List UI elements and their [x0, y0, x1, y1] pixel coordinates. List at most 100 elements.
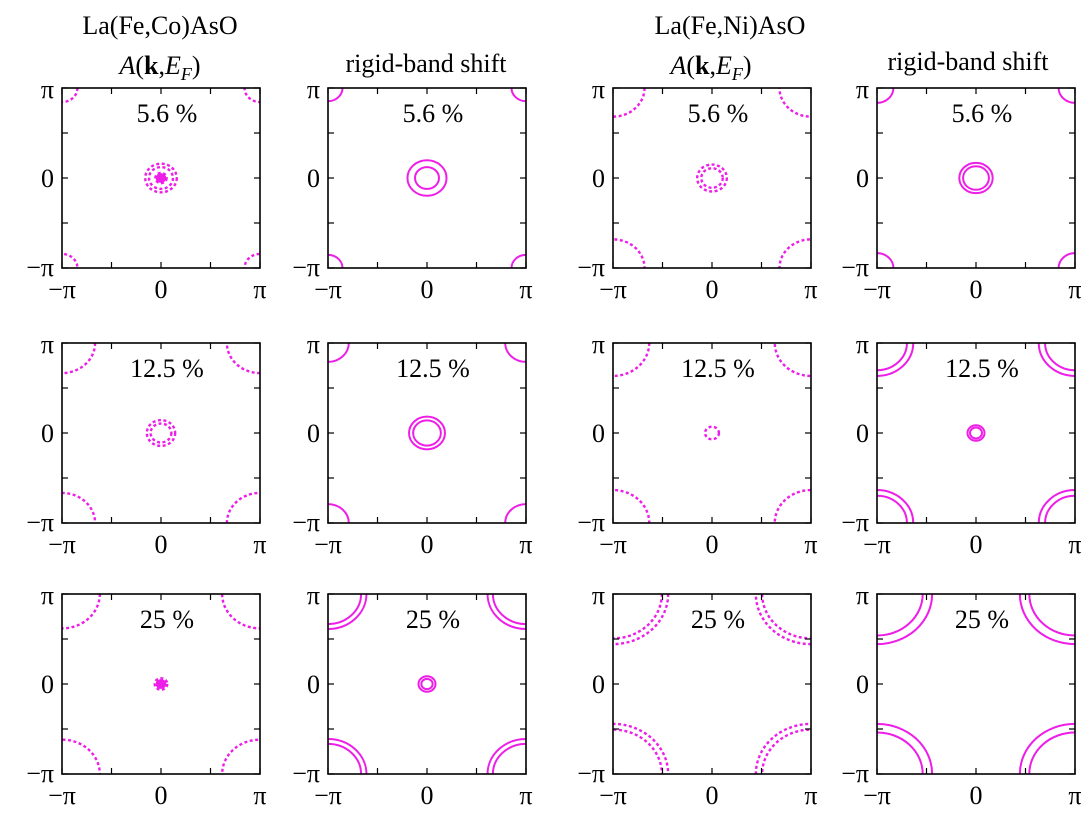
x-tick-label: 0 [706, 275, 719, 304]
y-tick-label: π [592, 75, 605, 104]
y-tick-label: π [307, 330, 320, 359]
y-tick-label: 0 [856, 419, 869, 448]
x-tick-label: π [804, 275, 817, 304]
x-tick-label: 0 [421, 781, 434, 810]
y-tick-label: −π [26, 759, 54, 788]
gamma-pocket [408, 415, 446, 451]
x-tick-label: −π [863, 530, 891, 559]
x-tick-label: −π [48, 781, 76, 810]
doping-label: 25 % [955, 605, 1009, 634]
y-tick-label: −π [841, 508, 869, 537]
panel-grid: π0−π−π 0 π5.6 %π0−π−π 0 π5.6 %π0−π−π 0 π5.6 %π… [26, 75, 1081, 810]
fermi-panel: π 0 −π−π 0 π 12.5 % [26, 330, 266, 559]
gamma-pocket [154, 171, 168, 185]
doping-label: 5.6 % [403, 99, 464, 128]
fermi-panel: π 0 −π−π 0 π 5.6 % [841, 75, 1081, 304]
x-tick-label: π [253, 781, 266, 810]
y-tick-label: 0 [856, 164, 869, 193]
doping-label: 5.6 % [688, 99, 749, 128]
gamma-pocket [962, 165, 990, 191]
x-tick-label: π [1068, 781, 1081, 810]
x-tick-label: 0 [155, 530, 168, 559]
x-tick-label: 0 [155, 275, 168, 304]
x-tick-label: −π [314, 275, 342, 304]
x-tick-label: 0 [970, 781, 983, 810]
x-tick-label: π [1068, 275, 1081, 304]
y-tick-label: 0 [307, 419, 320, 448]
x-tick-label: π [253, 275, 266, 304]
y-tick-label: π [307, 75, 320, 104]
fermi-panel: π 0 −π−π 0 π 5.6 % [292, 75, 532, 304]
x-tick-label: 0 [706, 781, 719, 810]
gamma-pocket [695, 163, 729, 193]
gamma-pocket [144, 162, 178, 194]
x-tick-label: −π [599, 530, 627, 559]
doping-label: 5.6 % [952, 99, 1013, 128]
y-tick-label: π [592, 330, 605, 359]
gamma-pocket [969, 426, 983, 440]
y-tick-label: −π [577, 508, 605, 537]
y-tick-label: −π [292, 253, 320, 282]
fermi-panel: π 0 −π−π 0 π 25 % [292, 581, 532, 810]
x-tick-label: −π [48, 275, 76, 304]
gamma-core [155, 173, 167, 183]
y-tick-label: π [856, 330, 869, 359]
x-tick-label: π [804, 530, 817, 559]
gamma-pocket [703, 425, 721, 441]
x-tick-label: −π [314, 781, 342, 810]
gamma-pocket [149, 422, 173, 444]
doping-label: 25 % [140, 605, 194, 634]
x-tick-label: 0 [155, 781, 168, 810]
group-title-co: La(Fe,Co)AsO [82, 11, 237, 40]
x-tick-label: 0 [970, 275, 983, 304]
x-tick-label: −π [314, 530, 342, 559]
column-header-akef-ni: A(k,EF) [668, 51, 751, 84]
y-tick-label: −π [26, 253, 54, 282]
x-tick-label: 0 [970, 530, 983, 559]
y-tick-label: 0 [41, 670, 54, 699]
doping-label: 12.5 % [130, 354, 204, 383]
y-tick-label: −π [577, 759, 605, 788]
fermi-panel: π 0 −π−π 0 π 12.5 % [292, 330, 532, 559]
doping-label: 5.6 % [137, 99, 198, 128]
gamma-pocket [958, 161, 994, 195]
y-tick-label: 0 [41, 164, 54, 193]
x-tick-label: π [253, 530, 266, 559]
fermi-panel: π 0 −π−π 0 π 12.5 % [577, 330, 817, 559]
y-tick-label: 0 [307, 164, 320, 193]
x-tick-label: 0 [421, 275, 434, 304]
fermi-panel: π 0 −π−π 0 π 25 % [26, 581, 266, 810]
contour-group [613, 343, 811, 523]
x-tick-label: −π [599, 781, 627, 810]
doping-label: 12.5 % [945, 354, 1019, 383]
y-tick-label: 0 [307, 670, 320, 699]
x-tick-label: π [519, 530, 532, 559]
fermi-panel: π 0 −π−π 0 π 25 % [577, 581, 817, 810]
gamma-pocket [417, 675, 437, 693]
gamma-pocket [420, 677, 434, 691]
x-tick-label: −π [599, 275, 627, 304]
y-tick-label: 0 [592, 164, 605, 193]
gamma-pocket [145, 418, 177, 448]
x-tick-label: 0 [421, 530, 434, 559]
column-header-akef-co: A(k,EF) [117, 51, 200, 84]
y-tick-label: π [307, 581, 320, 610]
y-tick-label: π [856, 75, 869, 104]
column-header-rigid-ni: rigid-band shift [887, 47, 1049, 76]
y-tick-label: −π [577, 253, 605, 282]
gamma-pocket [966, 424, 986, 442]
y-tick-label: −π [292, 759, 320, 788]
fermi-panel: π 0 −π−π 0 π 5.6 % [26, 75, 266, 304]
gamma-core [155, 679, 167, 689]
gamma-pocket [147, 165, 175, 191]
y-tick-label: π [41, 75, 54, 104]
y-tick-label: π [592, 581, 605, 610]
fermi-panel: π 0 −π−π 0 π 25 % [841, 581, 1081, 810]
column-header-rigid-co: rigid-band shift [345, 49, 507, 78]
gamma-pocket [153, 677, 169, 691]
y-tick-label: 0 [41, 419, 54, 448]
fermi-panel: π 0 −π−π 0 π 5.6 % [577, 75, 817, 304]
doping-label: 25 % [691, 605, 745, 634]
y-tick-label: −π [841, 759, 869, 788]
